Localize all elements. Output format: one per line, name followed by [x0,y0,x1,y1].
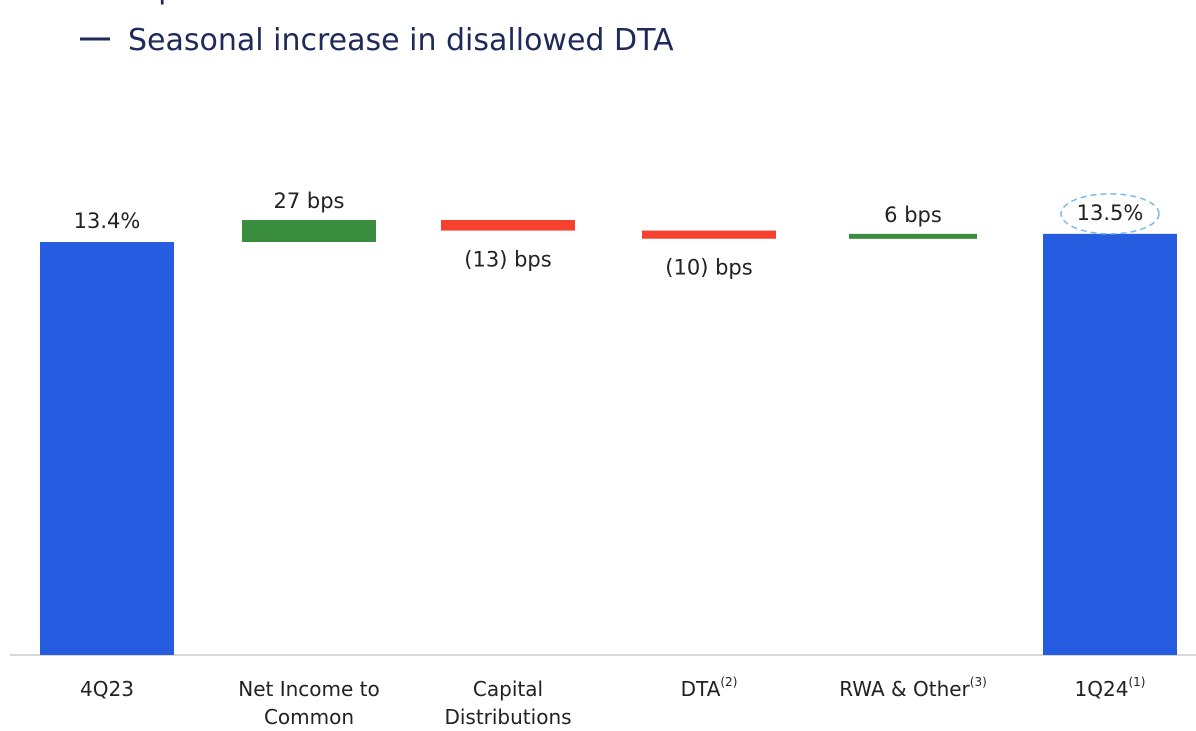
footnote-ref: (3) [970,675,987,689]
x-tick-label: 4Q23 [80,677,134,701]
x-tick-label: Capital Distributions [444,677,571,729]
footnote-ref: (2) [720,675,737,689]
delta-bar [849,233,977,239]
label-line: Distributions [444,705,571,729]
x-tick-label: DTA(2) [681,675,738,701]
delta-bar [642,230,776,239]
value-label: (10) bps [665,256,752,280]
text-line: repurchases [128,0,311,6]
label-line: DTA [681,677,721,701]
label-line: Common [264,705,354,729]
value-label: (13) bps [464,248,551,272]
value-label: 6 bps [884,203,942,227]
label-line: 4Q23 [80,677,134,701]
total-bar [40,242,174,655]
total-bar [1043,233,1177,655]
highlight-ring [1060,193,1160,235]
delta-bar [242,219,376,242]
x-tick-label: Net Income to Common [238,677,380,729]
value-label: 13.5% [1077,201,1144,225]
label-line: Net Income to [238,677,380,701]
x-tick-label: 1Q24(1) [1075,675,1146,701]
label-line: Capital [473,677,543,701]
x-tick-label: RWA & Other(3) [839,675,987,701]
delta-bar [441,219,575,231]
value-label: 27 bps [274,189,345,213]
label-line: 1Q24 [1075,677,1129,701]
label-line: RWA & Other [839,677,970,701]
value-label: 13.4% [74,209,141,233]
text-line: Seasonal increase in disallowed DTA [128,23,674,58]
footnote-ref: (1) [1128,675,1145,689]
